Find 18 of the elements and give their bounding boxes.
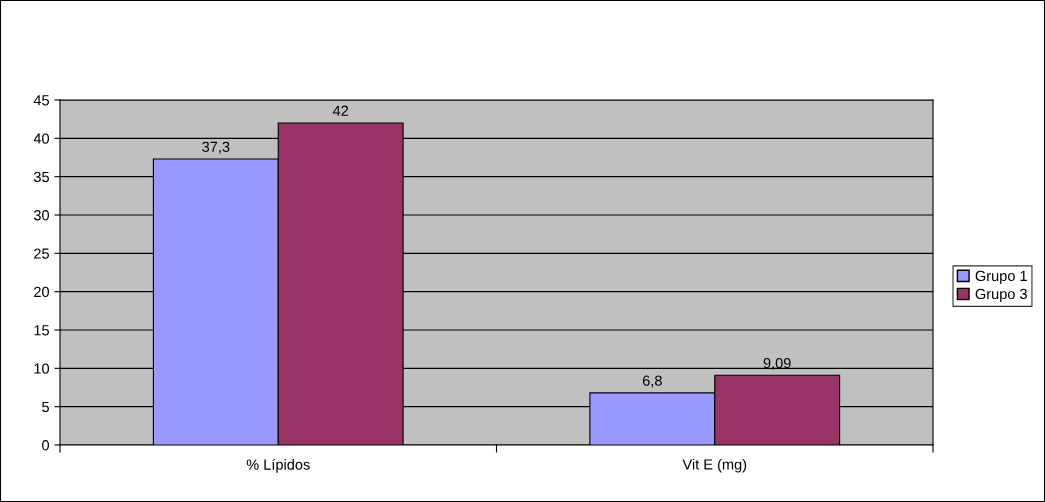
data-label: 6,8 [642, 375, 662, 388]
x-tick-label: Vit E (mg) [682, 458, 747, 473]
y-tick-label: 10 [34, 363, 50, 374]
legend-label: Grupo 3 [975, 288, 1027, 302]
x-tick-label: % Lípidos [246, 458, 310, 473]
data-label: 37,3 [202, 141, 230, 154]
y-tick-label: 20 [34, 286, 50, 298]
data-label: 9,09 [763, 357, 791, 370]
y-tick-label: 40 [33, 133, 50, 144]
y-tick-label: 45 [33, 95, 49, 106]
y-tick-label: 5 [42, 401, 49, 413]
y-tick-label: 30 [33, 210, 50, 221]
data-label: 42 [332, 105, 349, 116]
legend-label: Grupo 1 [975, 270, 1027, 284]
y-tick-label: 35 [33, 171, 49, 183]
y-tick-label: 0 [42, 440, 50, 451]
y-tick-label: 15 [34, 325, 49, 336]
y-tick-label: 25 [34, 248, 49, 259]
